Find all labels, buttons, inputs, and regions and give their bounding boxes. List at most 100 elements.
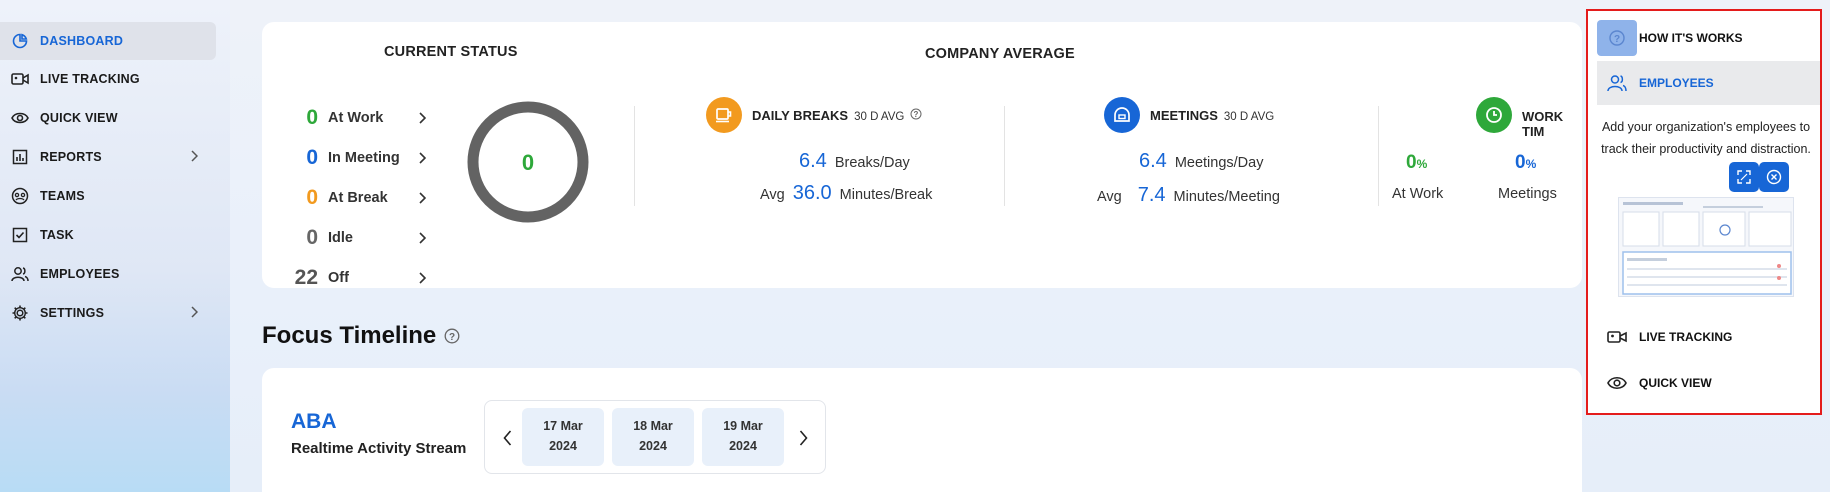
status-count: 0 — [306, 186, 318, 209]
question-circle-icon: ? — [1597, 20, 1637, 56]
users-icon — [1597, 65, 1637, 101]
meetings-per-day-unit: Meetings/Day — [1174, 155, 1264, 171]
svg-text:?: ? — [449, 332, 455, 343]
teams-icon — [0, 187, 40, 205]
work-time-title: WORK TIM — [1522, 109, 1564, 139]
pct-unit: % — [1416, 157, 1428, 171]
sidebar-item-label: REPORTS — [40, 150, 102, 164]
meetings-title: MEETINGS — [1150, 108, 1218, 123]
focus-timeline-title: Focus Timeline — [262, 322, 437, 349]
status-label: In Meeting — [328, 150, 400, 166]
status-label: At Break — [328, 190, 388, 206]
date-year: 2024 — [639, 439, 667, 453]
status-row-in-meeting[interactable]: 0 In Meeting — [280, 144, 426, 172]
divider — [1378, 106, 1379, 206]
pct-value: 0 — [1406, 152, 1417, 173]
date-chip[interactable]: 17 Mar 2024 — [522, 408, 604, 466]
date-day: 17 Mar — [543, 419, 583, 433]
chevron-right-icon — [190, 306, 198, 318]
meeting-room-icon — [1104, 97, 1140, 133]
daily-breaks-avg-unit: Minutes/Break — [839, 187, 933, 203]
help-panel-item-employees[interactable]: EMPLOYEES — [1597, 61, 1820, 105]
donut-value: 0 — [522, 150, 534, 175]
daily-breaks-per-day-unit: Breaks/Day — [834, 155, 910, 171]
svg-text:?: ? — [1614, 34, 1620, 45]
date-chip[interactable]: 18 Mar 2024 — [612, 408, 694, 466]
company-average-title: COMPANY AVERAGE — [925, 46, 1075, 62]
expand-button[interactable] — [1729, 162, 1759, 192]
date-year: 2024 — [729, 439, 757, 453]
daily-breaks-per-day-value: 6.4 — [799, 150, 827, 172]
pct-value: 0 — [1515, 152, 1526, 173]
sidebar-item-live-tracking[interactable]: LIVE TRACKING — [0, 60, 216, 98]
avg-label: Avg — [760, 187, 785, 203]
help-panel-item-live-tracking[interactable]: LIVE TRACKING — [1597, 315, 1820, 359]
divider — [634, 106, 635, 206]
meetings-per-day: 6.4 Meetings/Day — [1139, 150, 1263, 173]
pie-chart-icon — [0, 33, 40, 49]
sidebar-item-task[interactable]: TASK — [0, 216, 216, 254]
daily-breaks-avg-value: 36.0 — [792, 182, 832, 204]
help-panel-item-how-it-works[interactable]: ? HOW IT'S WORKS — [1597, 16, 1820, 60]
date-chip[interactable]: 19 Mar 2024 — [702, 408, 784, 466]
sidebar-item-dashboard[interactable]: DASHBOARD — [0, 22, 216, 60]
work-time-at-work-label: At Work — [1392, 186, 1444, 202]
help-icon[interactable]: ? — [444, 328, 460, 344]
chevron-right-icon[interactable] — [418, 192, 426, 204]
sidebar-item-quick-view[interactable]: QUICK VIEW — [0, 99, 216, 137]
clock-icon — [1476, 97, 1512, 133]
eye-icon — [0, 111, 40, 125]
status-label: Idle — [328, 230, 353, 246]
sidebar-item-teams[interactable]: TEAMS — [0, 177, 216, 215]
date-day: 18 Mar — [633, 419, 673, 433]
status-row-idle[interactable]: 0 Idle — [280, 224, 426, 252]
video-icon — [0, 71, 40, 87]
sidebar-item-settings[interactable]: SETTINGS — [0, 294, 216, 332]
daily-breaks-per-day: 6.4 Breaks/Day — [799, 150, 910, 173]
stats-card: CURRENT STATUS 0 At Work 0 In Meeting 0 … — [262, 22, 1582, 289]
work-time-header: WORK TIM — [1522, 109, 1582, 139]
chevron-right-icon[interactable] — [418, 272, 426, 284]
date-selector: 17 Mar 2024 18 Mar 2024 19 Mar 2024 — [484, 400, 826, 474]
video-icon — [1597, 319, 1637, 355]
status-count: 0 — [306, 226, 318, 249]
close-button[interactable] — [1759, 162, 1789, 192]
chevron-right-icon[interactable] — [418, 152, 426, 164]
sidebar-item-employees[interactable]: EMPLOYEES — [0, 255, 216, 293]
status-count: 22 — [294, 266, 318, 289]
status-row-at-break[interactable]: 0 At Break — [280, 184, 426, 212]
chevron-right-icon[interactable] — [418, 232, 426, 244]
status-row-off[interactable]: 22 Off — [280, 264, 426, 292]
help-panel-item-quick-view[interactable]: QUICK VIEW — [1597, 361, 1820, 405]
date-day: 19 Mar — [723, 419, 763, 433]
sidebar: DASHBOARD LIVE TRACKING QUICK VIEW REPOR… — [0, 0, 230, 492]
eye-icon — [1597, 365, 1637, 401]
help-panel-label: EMPLOYEES — [1639, 76, 1714, 90]
chevron-left-icon[interactable] — [497, 425, 517, 451]
help-panel-label: HOW IT'S WORKS — [1639, 31, 1743, 45]
users-icon — [0, 266, 40, 282]
help-icon[interactable]: ? — [910, 108, 922, 120]
team-name[interactable]: ABA — [291, 410, 337, 433]
help-panel-label: QUICK VIEW — [1639, 376, 1712, 390]
sidebar-item-label: DASHBOARD — [40, 34, 124, 48]
meetings-avg-value: 7.4 — [1137, 184, 1166, 206]
status-row-at-work[interactable]: 0 At Work — [280, 104, 426, 132]
help-preview-image[interactable] — [1618, 197, 1794, 297]
work-time-meetings-label: Meetings — [1498, 186, 1557, 202]
gear-icon — [0, 304, 40, 322]
daily-breaks-header: DAILY BREAKS 30 D AVG ? — [752, 108, 922, 123]
status-donut-chart: 0 — [466, 100, 590, 224]
focus-timeline-card — [262, 368, 1582, 492]
checkbox-icon — [0, 227, 40, 243]
status-label: Off — [328, 270, 349, 286]
chevron-right-icon[interactable] — [793, 425, 813, 451]
activity-stream-subtitle: Realtime Activity Stream — [291, 440, 467, 457]
chevron-right-icon[interactable] — [418, 112, 426, 124]
sidebar-item-reports[interactable]: REPORTS — [0, 138, 216, 176]
status-count: 0 — [306, 146, 318, 169]
work-time-meetings-pct: 0% — [1515, 152, 1536, 174]
current-status-title: CURRENT STATUS — [384, 44, 518, 60]
sidebar-item-label: SETTINGS — [40, 306, 105, 320]
meetings-header: MEETINGS 30 D AVG — [1150, 108, 1274, 123]
